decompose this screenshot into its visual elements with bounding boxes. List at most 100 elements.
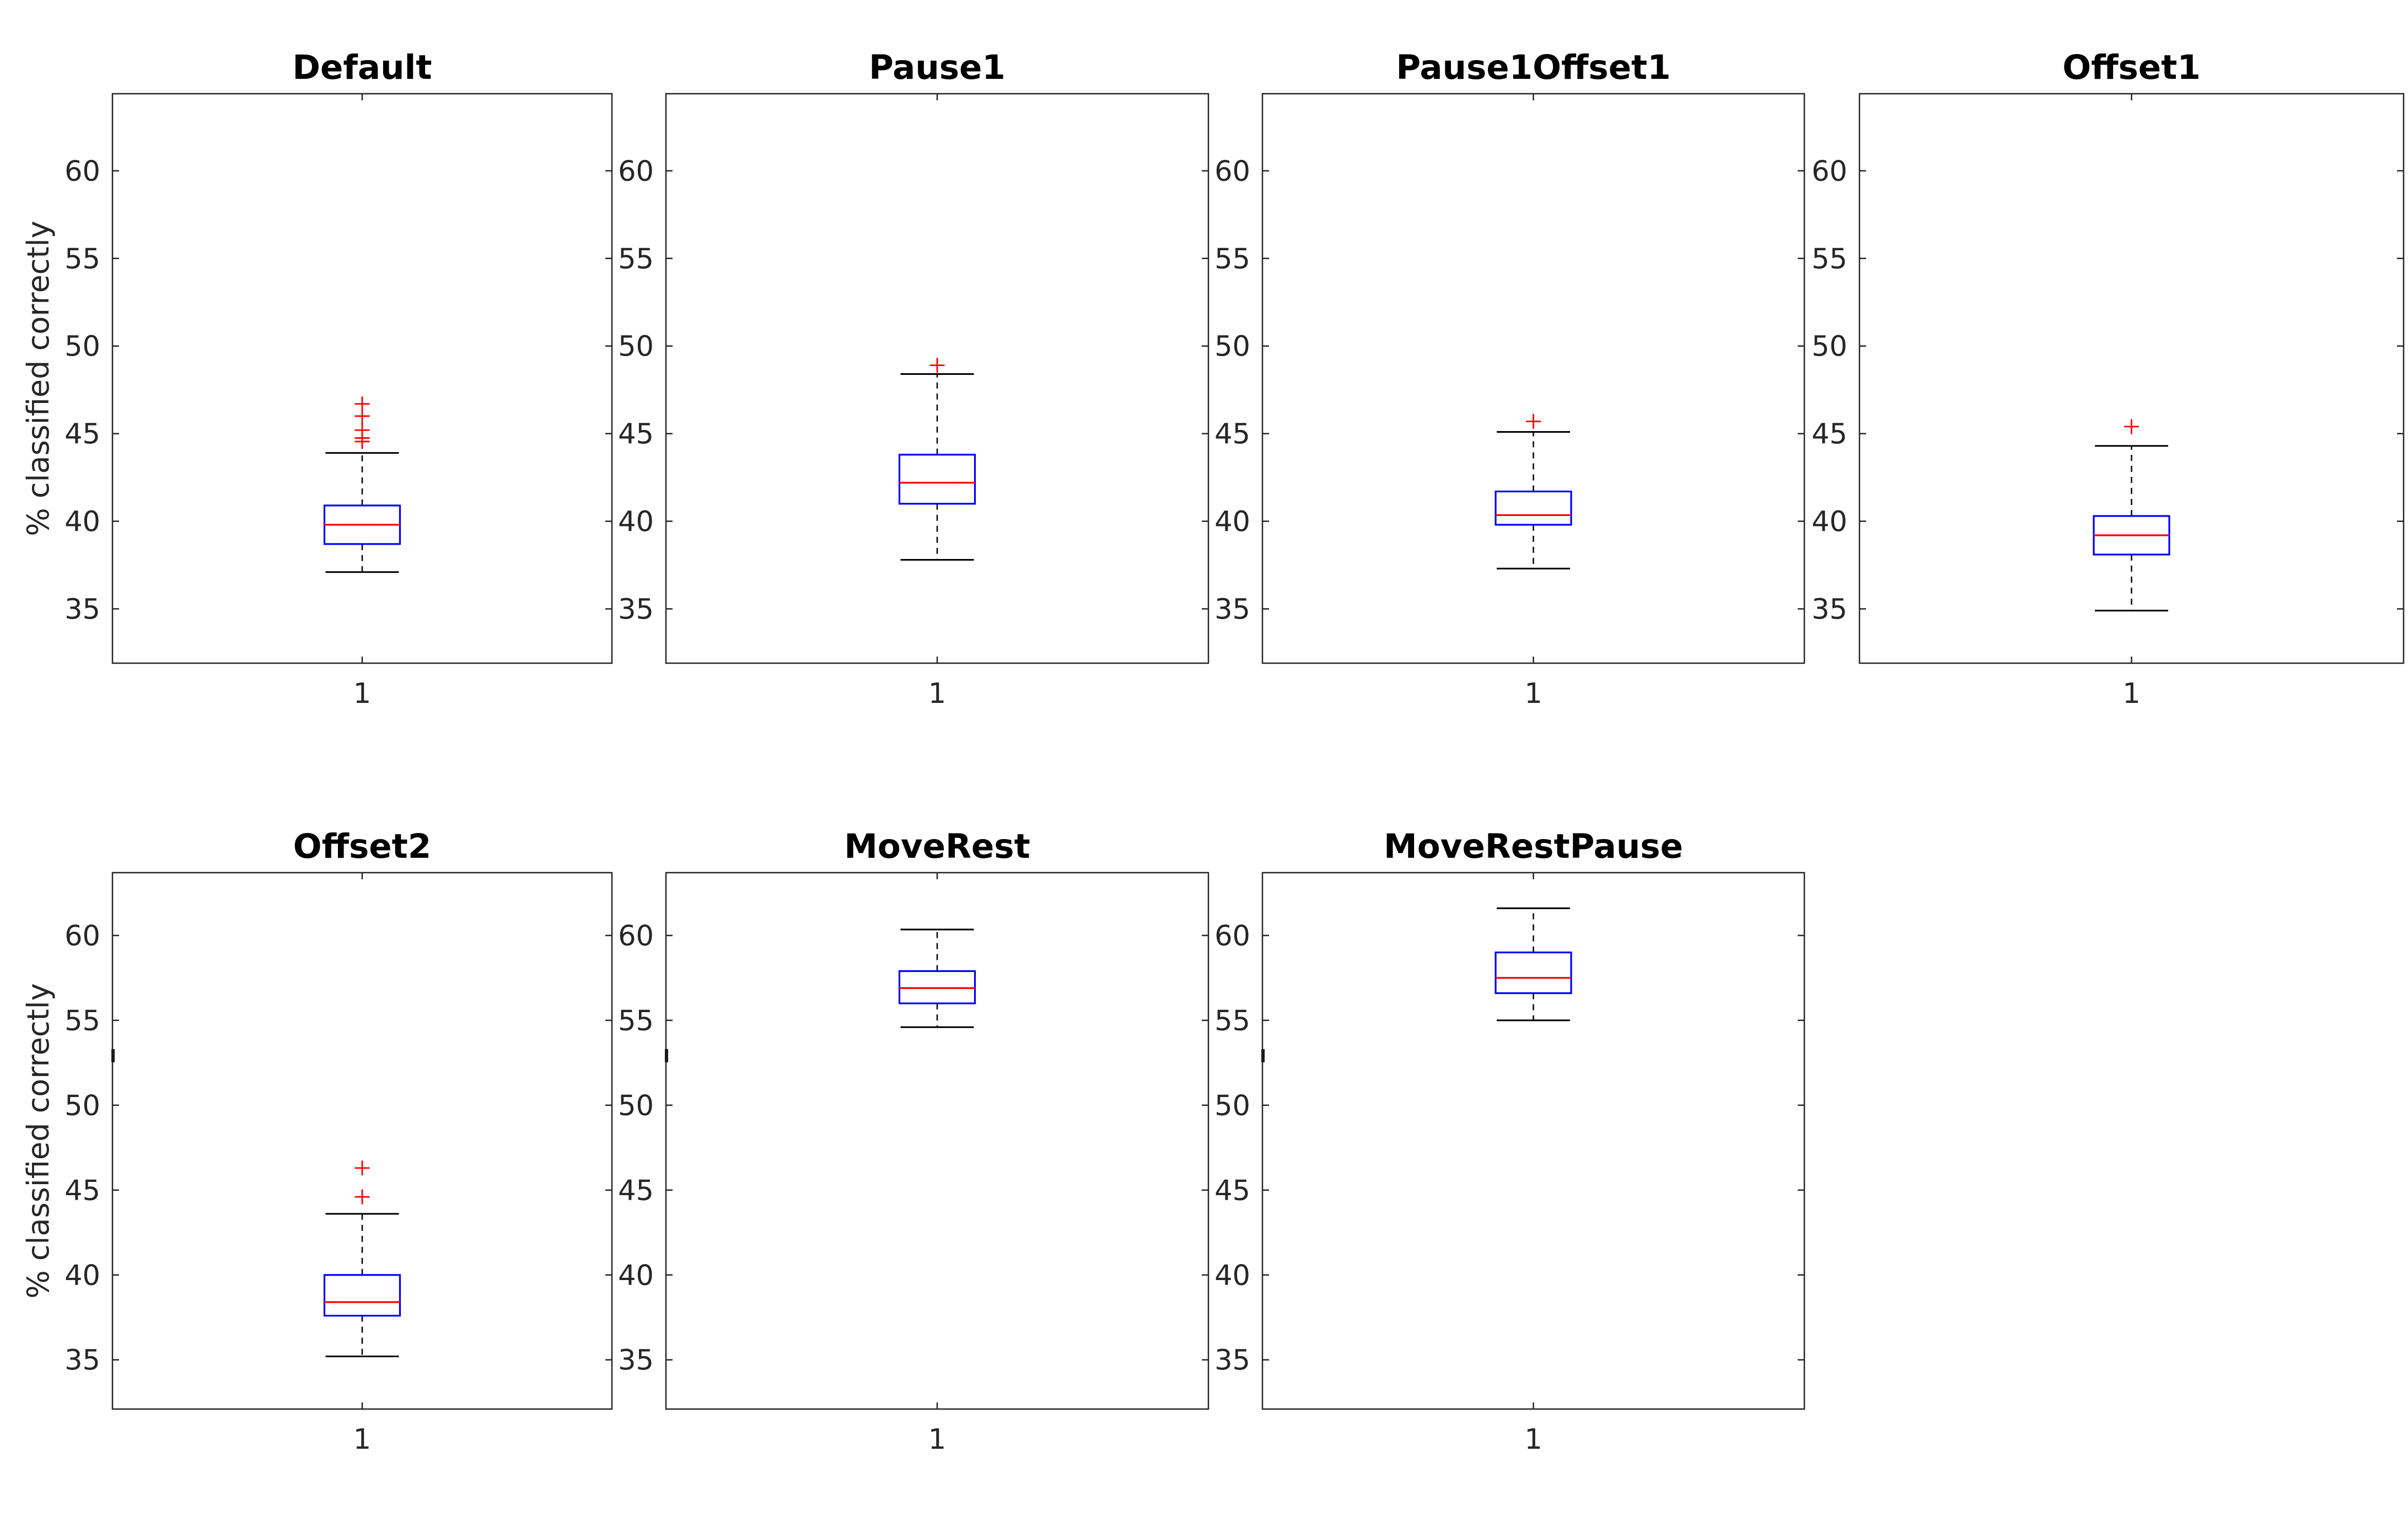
y-tick-label: 55 bbox=[64, 243, 100, 276]
x-axis-ticks: 1 bbox=[1524, 873, 1542, 1456]
outlier-plus-icon bbox=[354, 1160, 370, 1176]
axes-box bbox=[665, 93, 1210, 664]
subplot-canvas: 35 40 45 50 55 60 1 Pause1Offset1 bbox=[1214, 48, 1805, 710]
subplot-pause1offset1: 35 40 45 50 55 60 1 Pause1Offset1 bbox=[1144, 29, 1813, 736]
outlier-plus-icon bbox=[1526, 413, 1541, 429]
y-tick-label: 35 bbox=[1812, 593, 1847, 626]
y-tick-label: 45 bbox=[1214, 1175, 1250, 1207]
y-tick-label: 50 bbox=[64, 331, 100, 363]
y-axis-ticks: 35 40 45 50 55 60 bbox=[618, 155, 1208, 626]
y-tick-label: 40 bbox=[1214, 1260, 1250, 1292]
x-tick-label: 1 bbox=[928, 1423, 946, 1456]
y-tick-label: 45 bbox=[64, 418, 100, 451]
axes-box bbox=[1261, 93, 1805, 664]
subplot-canvas: 35 40 45 50 55 60 1 Offset1 bbox=[1812, 48, 2405, 710]
iqr-box bbox=[1495, 951, 1572, 994]
subplot-title: MoveRestPause bbox=[1384, 827, 1683, 866]
x-tick-label: 1 bbox=[353, 678, 371, 710]
y-tick-label: 40 bbox=[618, 1260, 654, 1292]
axes-box bbox=[665, 872, 1210, 1410]
outlier-plus-icon bbox=[354, 422, 370, 438]
y-axis-ticks: 35 40 45 50 55 60 bbox=[618, 920, 1208, 1377]
x-tick-label: 1 bbox=[353, 1423, 371, 1456]
y-tick-label: 55 bbox=[64, 1005, 100, 1037]
y-tick-label: 60 bbox=[1214, 920, 1250, 953]
y-tick-label: 55 bbox=[618, 1005, 654, 1037]
subplot-title: Pause1Offset1 bbox=[1396, 48, 1670, 87]
subplot-canvas: 35 40 45 50 55 60 1 Pause1 bbox=[618, 48, 1210, 710]
stray-spine-mark bbox=[111, 1049, 115, 1062]
subplot-canvas: 35 40 45 50 55 60 1 Offset2 % classified correct… bbox=[21, 827, 613, 1456]
y-tick-label: 60 bbox=[64, 155, 100, 188]
y-tick-label: 50 bbox=[64, 1090, 100, 1122]
y-tick-label: 50 bbox=[1214, 1090, 1250, 1122]
boxplot bbox=[323, 1160, 401, 1358]
subplot-title: MoveRest bbox=[844, 827, 1030, 866]
boxplot bbox=[323, 396, 401, 573]
y-tick-label: 45 bbox=[618, 418, 654, 451]
y-tick-label: 55 bbox=[1812, 243, 1847, 276]
x-axis-ticks: 1 bbox=[2122, 94, 2141, 710]
y-tick-label: 60 bbox=[1214, 155, 1250, 188]
outlier-plus-icon bbox=[354, 396, 370, 412]
y-tick-label: 60 bbox=[618, 920, 654, 953]
subplot-offset1: 35 40 45 50 55 60 1 Offset1 bbox=[1741, 29, 2408, 736]
subplot-title: Default bbox=[292, 48, 432, 87]
boxplot bbox=[2093, 419, 2170, 612]
y-tick-label: 40 bbox=[1812, 506, 1847, 539]
y-tick-label: 45 bbox=[1214, 418, 1250, 451]
x-tick-label: 1 bbox=[928, 678, 946, 710]
outlier-plus-icon bbox=[929, 358, 945, 373]
subplot-title: Offset2 bbox=[293, 827, 432, 866]
y-tick-label: 60 bbox=[64, 920, 100, 953]
iqr-box bbox=[323, 1274, 401, 1317]
subplot-title: Offset1 bbox=[2062, 48, 2201, 87]
y-tick-label: 50 bbox=[618, 1090, 654, 1122]
boxplot bbox=[898, 928, 976, 1028]
y-tick-label: 40 bbox=[618, 506, 654, 539]
y-tick-label: 35 bbox=[1214, 593, 1250, 626]
y-tick-label: 50 bbox=[1214, 331, 1250, 363]
y-tick-label: 45 bbox=[1812, 418, 1847, 451]
boxplot bbox=[1495, 413, 1572, 569]
subplot-canvas: 35 40 45 50 55 60 1 MoveRest bbox=[618, 827, 1210, 1456]
y-axis-ticks: 35 40 45 50 55 60 bbox=[1812, 155, 2404, 626]
y-tick-label: 35 bbox=[64, 1345, 100, 1377]
y-tick-label: 35 bbox=[618, 1345, 654, 1377]
subplot-canvas: 35 40 45 50 55 60 1 MoveRestPause bbox=[1214, 827, 1805, 1456]
y-tick-label: 50 bbox=[1812, 331, 1847, 363]
x-tick-label: 1 bbox=[1524, 678, 1542, 710]
subplot-moverest: 35 40 45 50 55 60 1 MoveRest bbox=[547, 808, 1217, 1482]
x-tick-label: 1 bbox=[2122, 678, 2140, 710]
axes-box bbox=[111, 93, 613, 664]
stray-spine-mark bbox=[1261, 1049, 1265, 1062]
y-tick-label: 45 bbox=[64, 1175, 100, 1207]
y-axis-label: % classified correctly bbox=[21, 221, 56, 536]
subplot-canvas: 35 40 45 50 55 60 1 Default % classified correct… bbox=[21, 48, 613, 710]
y-tick-label: 45 bbox=[618, 1175, 654, 1207]
subplot-moverestpause: 35 40 45 50 55 60 1 MoveRestPause bbox=[1144, 808, 1813, 1482]
y-tick-label: 40 bbox=[64, 1260, 100, 1292]
y-tick-label: 40 bbox=[1214, 506, 1250, 539]
outlier-plus-icon bbox=[2124, 419, 2139, 434]
x-axis-ticks: 1 bbox=[353, 94, 371, 710]
subplot-pause1: 35 40 45 50 55 60 1 Pause1 bbox=[547, 29, 1217, 736]
y-tick-label: 55 bbox=[1214, 243, 1250, 276]
stray-spine-mark bbox=[665, 1049, 668, 1062]
y-axis-label: % classified correctly bbox=[21, 983, 56, 1298]
subplot-offset2: 35 40 45 50 55 60 1 Offset2 % classified correct… bbox=[0, 808, 620, 1482]
y-tick-label: 35 bbox=[64, 593, 100, 626]
y-tick-label: 55 bbox=[1214, 1005, 1250, 1037]
x-axis-ticks: 1 bbox=[1524, 94, 1542, 710]
y-tick-label: 60 bbox=[618, 155, 654, 188]
x-axis-ticks: 1 bbox=[353, 873, 371, 1456]
boxplot bbox=[1495, 907, 1572, 1022]
y-tick-label: 50 bbox=[618, 331, 654, 363]
subplot-title: Pause1 bbox=[869, 48, 1006, 87]
x-tick-label: 1 bbox=[1524, 1423, 1542, 1456]
y-tick-label: 40 bbox=[64, 506, 100, 539]
boxplot bbox=[898, 358, 976, 561]
outlier-plus-icon bbox=[354, 1189, 370, 1205]
y-axis-ticks: 35 40 45 50 55 60 bbox=[1214, 920, 1804, 1377]
